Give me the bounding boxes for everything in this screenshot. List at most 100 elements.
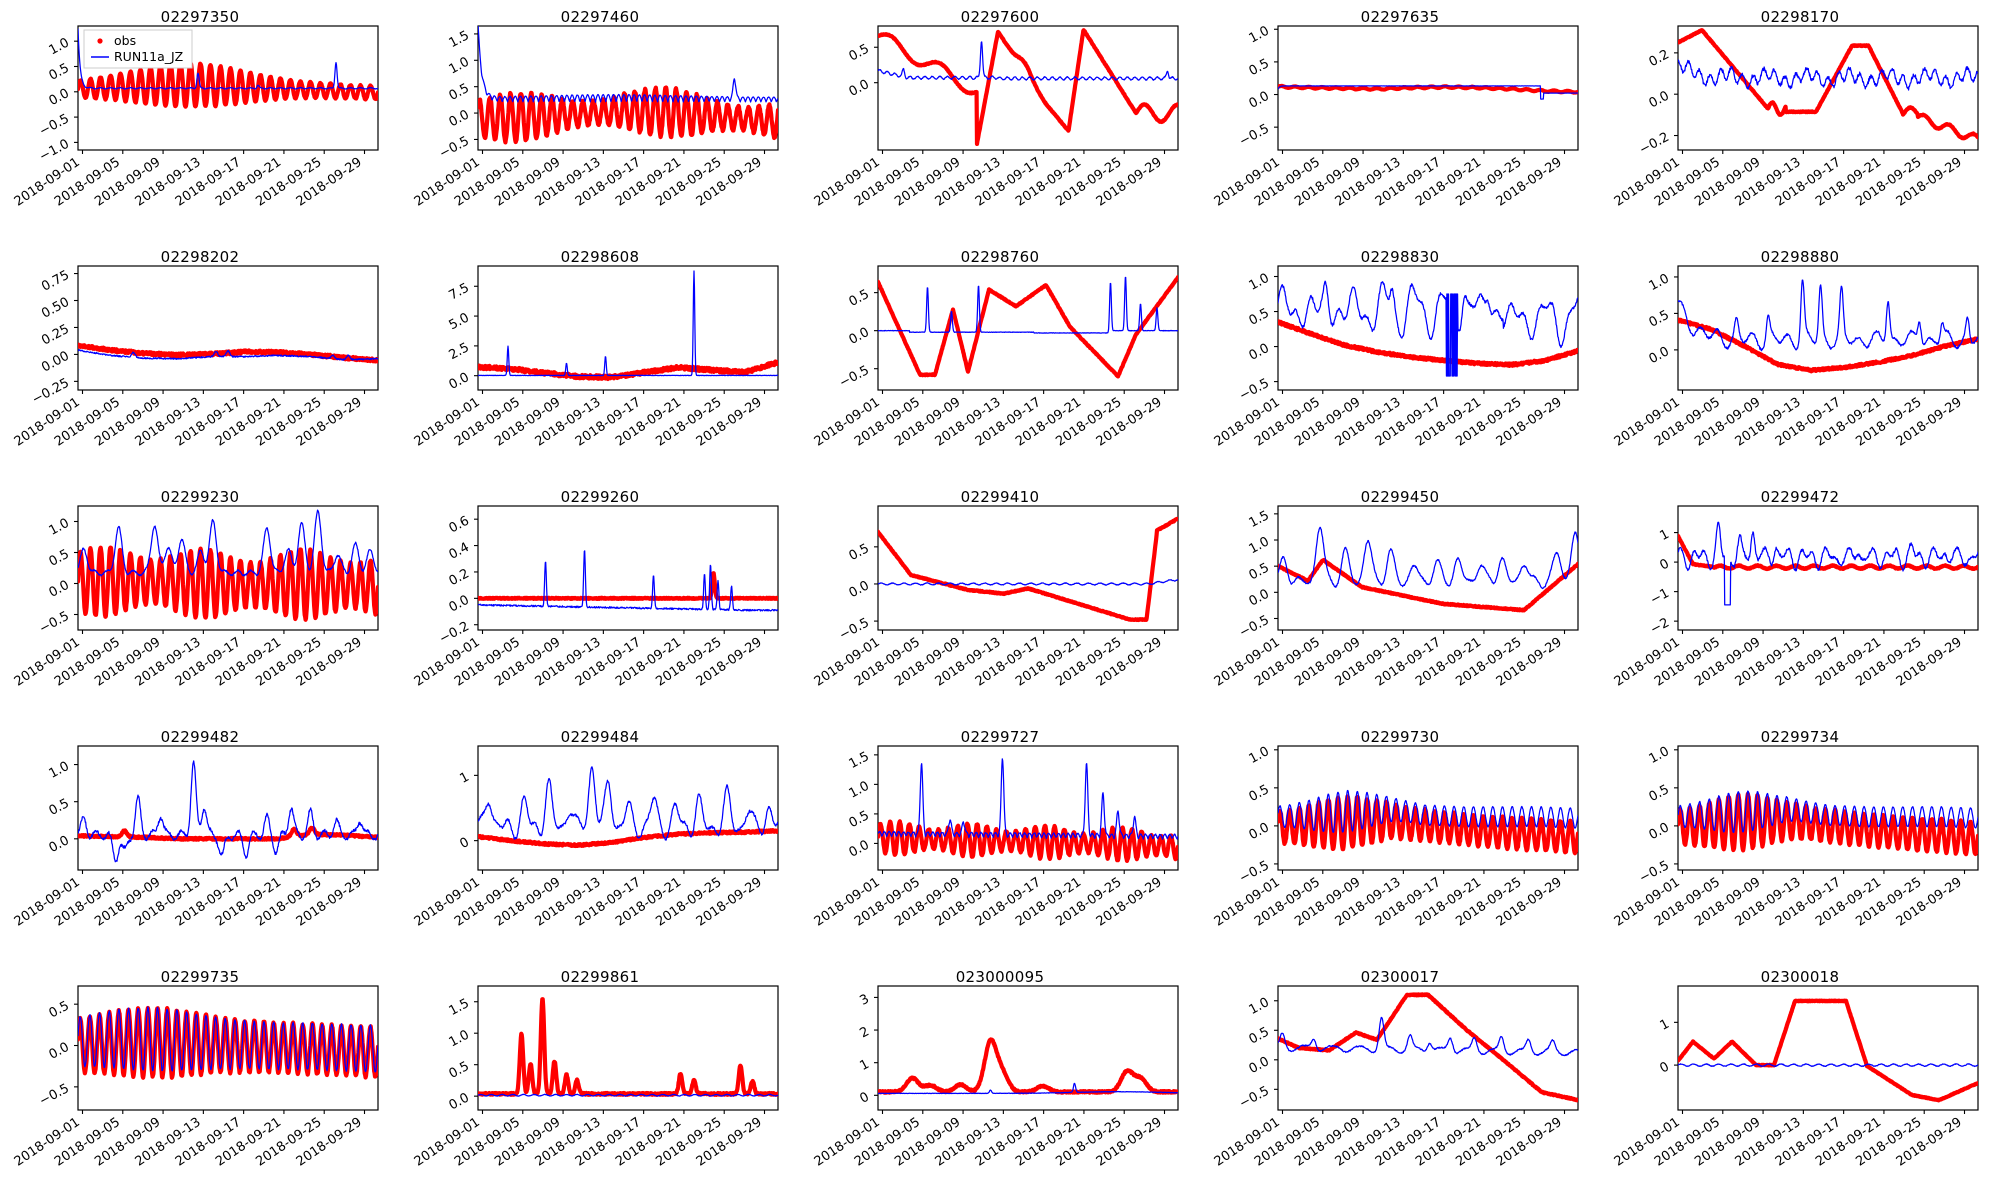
subplot-panel: 02298880 0.0 0.5 1.0 2018-09-01 2018-09-05 201… bbox=[1600, 240, 2000, 480]
y-tick-label: 0 bbox=[858, 1090, 872, 1107]
obs-series bbox=[1678, 998, 1978, 1103]
panel-title: 02299861 bbox=[560, 968, 640, 986]
y-tick-label: −0.5 bbox=[1237, 121, 1272, 149]
subplot-panel: 02299482 0.0 0.5 1.0 2018-09-01 2018-09-05 201… bbox=[0, 720, 400, 960]
panel-title: 02298760 bbox=[960, 248, 1040, 266]
y-tick-label: 0.25 bbox=[39, 322, 72, 349]
panel-title: 023000095 bbox=[955, 968, 1045, 986]
y-tick-label: 0.0 bbox=[47, 833, 72, 856]
y-tick-label: 0.0 bbox=[847, 578, 872, 601]
plot-area: −0.50.00.51.02018-09-012018-09-052018-09… bbox=[1212, 744, 1579, 930]
obs-series bbox=[1278, 319, 1578, 369]
y-tick-label: 0.0 bbox=[447, 370, 472, 393]
subplot-panel: 02299472 −2 −1 0 1 2018-09-01 2018-09-05 2018-0… bbox=[1600, 480, 2000, 720]
y-tick-label: 1.0 bbox=[1647, 744, 1672, 767]
obs-series bbox=[78, 342, 378, 364]
sim-series bbox=[878, 758, 1178, 840]
panel-title: 02299484 bbox=[560, 728, 640, 746]
plot-area: −2−1012018-09-012018-09-052018-09-092018… bbox=[1612, 505, 1979, 690]
y-tick-label: 2.5 bbox=[447, 340, 472, 363]
y-tick-label: 0.0 bbox=[1647, 344, 1672, 367]
axes-frame bbox=[77, 265, 379, 391]
sim-series bbox=[78, 349, 378, 361]
panel-title: 02299450 bbox=[1360, 488, 1440, 506]
y-tick-label: 0.5 bbox=[1647, 782, 1672, 805]
axes-frame bbox=[477, 25, 779, 151]
axes-frame bbox=[1277, 745, 1579, 871]
axes-frame bbox=[77, 745, 379, 871]
y-tick-label: 0.0 bbox=[447, 107, 472, 130]
sim-series bbox=[878, 1082, 1178, 1095]
plot-area: 0.00.51.01.52018-09-012018-09-052018-09-… bbox=[412, 985, 779, 1170]
panel-title: 02299410 bbox=[960, 488, 1040, 506]
subplot-panel: 02298830 −0.5 0.0 0.5 1.0 2018-09-01 2018-09-0… bbox=[1200, 240, 1600, 480]
obs-series bbox=[878, 819, 1178, 864]
subplot-panel: 02298170 −0.2 0.0 0.2 2018-09-01 2018-09-05 20… bbox=[1600, 0, 2000, 240]
obs-series bbox=[878, 274, 1178, 379]
sim-series bbox=[78, 760, 378, 863]
sim-series bbox=[1678, 279, 1978, 352]
plot-area: −0.50.00.51.02018-09-012018-09-052018-09… bbox=[1212, 24, 1579, 210]
subplot-panel: 02298760 −0.5 0.0 0.5 2018-09-01 2018-09-05 20… bbox=[800, 240, 1200, 480]
sim-series bbox=[78, 509, 378, 577]
sim-series bbox=[878, 578, 1178, 586]
y-tick-label: 1.0 bbox=[1247, 534, 1272, 557]
sim-series bbox=[1278, 85, 1578, 100]
obs-series bbox=[1678, 791, 1978, 857]
axes-frame bbox=[877, 745, 1179, 871]
y-tick-label: 0.0 bbox=[47, 86, 72, 109]
y-tick-label: 1.0 bbox=[447, 55, 472, 78]
y-tick-label: 0.0 bbox=[447, 1090, 472, 1113]
sim-series bbox=[1278, 789, 1578, 833]
obs-series bbox=[478, 827, 778, 849]
y-tick-label: 0.5 bbox=[1247, 560, 1272, 583]
y-tick-label: −0.2 bbox=[1637, 130, 1672, 158]
y-tick-label: −0.5 bbox=[37, 609, 72, 637]
y-tick-label: 1 bbox=[1658, 527, 1672, 544]
y-tick-label: 5.0 bbox=[447, 310, 472, 333]
sim-series bbox=[478, 766, 778, 841]
y-tick-label: 0.0 bbox=[847, 838, 872, 861]
axes-frame bbox=[1277, 505, 1579, 631]
y-tick-label: −0.5 bbox=[1237, 613, 1272, 641]
obs-series bbox=[478, 359, 778, 382]
obs-series bbox=[478, 571, 778, 601]
subplot-panel: 023000095 0 1 2 3 2018-09-01 2018-09-05 2018-09… bbox=[800, 960, 1200, 1200]
y-tick-label: 0.5 bbox=[447, 81, 472, 104]
axes-frame bbox=[1677, 745, 1979, 871]
panel-title: 02298170 bbox=[1760, 8, 1840, 26]
y-tick-label: 1.0 bbox=[447, 1027, 472, 1050]
subplot-panel: 02300017 −0.5 0.0 0.5 1.0 2018-09-01 2018-09-0… bbox=[1200, 960, 1600, 1200]
y-tick-label: 2 bbox=[858, 1024, 872, 1041]
sim-series bbox=[878, 41, 1178, 81]
y-tick-label: 1.5 bbox=[1247, 508, 1272, 531]
axes-frame bbox=[877, 985, 1179, 1111]
subplot-panel: 02299450 −0.5 0.0 0.5 1.0 1.5 2018-09-01 2018-0… bbox=[1200, 480, 1600, 720]
legend-obs-marker-icon bbox=[97, 38, 103, 44]
y-tick-label: 1 bbox=[1658, 1017, 1672, 1034]
plot-area: −0.50.00.51.02018-09-012018-09-052018-09… bbox=[12, 505, 379, 690]
subplot-panel: 02297600 0.0 0.5 2018-09-01 2018-09-05 2018-0… bbox=[800, 0, 1200, 240]
y-tick-label: 1.0 bbox=[1247, 24, 1272, 47]
axes-frame bbox=[477, 505, 779, 631]
axes-frame bbox=[877, 265, 1179, 391]
sim-series bbox=[878, 276, 1178, 334]
sim-series bbox=[478, 1093, 778, 1097]
subplot-panel: 02299730 −0.5 0.0 0.5 1.0 2018-09-01 2018-09-0… bbox=[1200, 720, 1600, 960]
plot-area: 0.00.51.01.52018-09-012018-09-052018-09-… bbox=[812, 745, 1179, 930]
plot-area: −0.50.00.51.02018-09-012018-09-052018-09… bbox=[1212, 265, 1579, 450]
axes-frame bbox=[1277, 985, 1579, 1111]
y-tick-label: 0.0 bbox=[1247, 341, 1272, 364]
obs-series bbox=[478, 997, 778, 1097]
y-tick-label: 0.0 bbox=[1647, 88, 1672, 111]
obs-series bbox=[478, 85, 778, 145]
subplot-panel: 02299861 0.0 0.5 1.0 1.5 2018-09-01 2018-09-05… bbox=[400, 960, 800, 1200]
y-tick-label: 0.5 bbox=[47, 796, 72, 819]
subplot-panel: 02298608 0.0 2.5 5.0 7.5 2018-09-01 2018-09-05… bbox=[400, 240, 800, 480]
y-tick-label: 0.0 bbox=[1647, 820, 1672, 843]
y-tick-label: 0.5 bbox=[1247, 782, 1272, 805]
sim-series bbox=[1678, 59, 1978, 91]
y-tick-label: 1 bbox=[458, 770, 472, 787]
obs-series bbox=[878, 28, 1178, 147]
y-tick-label: 0.4 bbox=[447, 540, 472, 563]
